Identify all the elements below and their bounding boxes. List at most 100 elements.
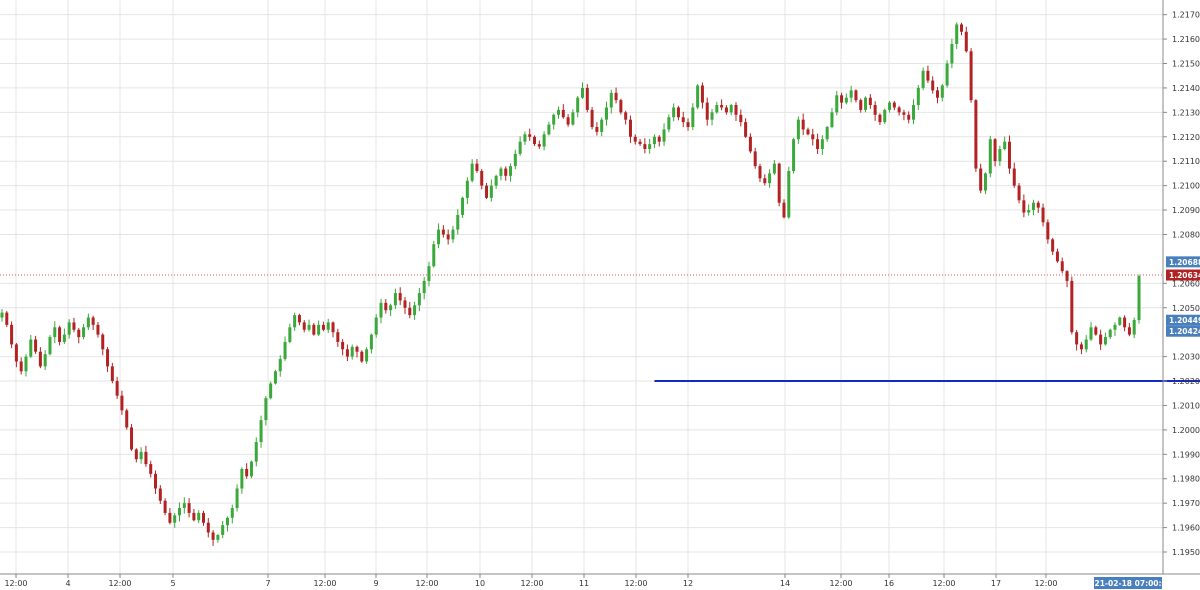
candle-body bbox=[125, 410, 129, 428]
candle-body bbox=[480, 170, 484, 186]
candle bbox=[427, 261, 431, 287]
candle-body bbox=[307, 324, 311, 330]
candle bbox=[480, 168, 484, 190]
candle-body bbox=[940, 85, 944, 98]
y-tick-label: 1.20300 bbox=[1172, 353, 1200, 362]
y-tick-label: 1.21700 bbox=[1172, 11, 1200, 20]
candle-body bbox=[868, 97, 872, 106]
candle bbox=[1070, 276, 1074, 335]
candle bbox=[293, 312, 297, 331]
candle-body bbox=[729, 105, 733, 113]
candle-body bbox=[374, 317, 378, 335]
candle bbox=[921, 67, 925, 91]
candle bbox=[149, 460, 153, 478]
candle-body bbox=[1118, 317, 1122, 325]
candle-body bbox=[485, 185, 489, 198]
candle bbox=[240, 467, 244, 494]
candle bbox=[662, 123, 666, 146]
x-tick-label: 12:00 bbox=[829, 579, 852, 588]
candle-body bbox=[283, 341, 287, 360]
candle bbox=[259, 415, 263, 448]
x-tick-label: 11 bbox=[579, 579, 589, 588]
candle-body bbox=[461, 197, 465, 215]
candle-body bbox=[724, 107, 728, 113]
candle bbox=[1046, 219, 1050, 244]
candle bbox=[139, 447, 143, 464]
candle bbox=[1060, 257, 1064, 274]
candle bbox=[796, 116, 800, 144]
candle-body bbox=[345, 349, 349, 357]
candle bbox=[585, 84, 589, 113]
candle bbox=[835, 90, 839, 116]
candle bbox=[1094, 325, 1098, 336]
candle bbox=[278, 355, 282, 377]
candle-body bbox=[916, 87, 920, 106]
candle-body bbox=[878, 114, 882, 123]
candle-body bbox=[1108, 329, 1112, 338]
candle-body bbox=[413, 305, 417, 316]
candle bbox=[269, 381, 273, 400]
x-tick-label: 5 bbox=[170, 579, 175, 588]
candle bbox=[600, 117, 604, 137]
candle bbox=[106, 347, 110, 373]
candle-body bbox=[993, 139, 997, 162]
candle-body bbox=[249, 461, 253, 477]
candle-body bbox=[1031, 202, 1035, 211]
candle-body bbox=[470, 163, 474, 181]
candle bbox=[902, 109, 906, 121]
candle bbox=[451, 225, 455, 243]
candle-body bbox=[225, 517, 229, 526]
candle-body bbox=[734, 105, 738, 115]
candle-body bbox=[19, 361, 23, 372]
candle bbox=[571, 109, 575, 126]
candle-body bbox=[657, 136, 661, 142]
candle bbox=[120, 390, 124, 415]
candle bbox=[379, 298, 383, 324]
candle bbox=[475, 159, 479, 173]
candle-body bbox=[1123, 317, 1127, 328]
candle-body bbox=[1137, 276, 1141, 320]
candle bbox=[168, 507, 172, 525]
candle bbox=[523, 131, 527, 145]
candle bbox=[825, 125, 829, 142]
candle-body bbox=[710, 112, 714, 120]
x-tick-label: 12:00 bbox=[4, 579, 27, 588]
candle-body bbox=[355, 346, 359, 352]
candle bbox=[633, 134, 637, 145]
candle bbox=[739, 109, 743, 127]
candle-body bbox=[149, 464, 153, 474]
y-tick-label: 1.20900 bbox=[1172, 206, 1200, 215]
candle-body bbox=[628, 119, 632, 137]
candle-body bbox=[192, 512, 196, 521]
candle-body bbox=[959, 24, 963, 32]
candle-body bbox=[931, 80, 935, 91]
candle bbox=[643, 138, 647, 154]
candle-body bbox=[331, 322, 335, 333]
candle-body bbox=[744, 122, 748, 137]
candle bbox=[489, 179, 493, 202]
candle-body bbox=[58, 327, 62, 342]
candle bbox=[360, 350, 364, 363]
candle bbox=[614, 87, 618, 104]
candle bbox=[652, 134, 656, 149]
candle-body bbox=[772, 163, 776, 174]
candle-body bbox=[139, 451, 143, 460]
candle bbox=[648, 138, 652, 154]
candle-body bbox=[115, 381, 119, 396]
candle bbox=[441, 225, 445, 238]
candle-body bbox=[417, 293, 421, 306]
candle bbox=[945, 60, 949, 88]
y-tick-label: 1.19800 bbox=[1172, 475, 1200, 484]
candle-body bbox=[1099, 334, 1103, 345]
candle bbox=[993, 138, 997, 167]
candle bbox=[355, 345, 359, 358]
candle bbox=[811, 128, 815, 146]
candle-body bbox=[101, 334, 105, 350]
candle-body bbox=[312, 324, 316, 335]
candle-body bbox=[1084, 339, 1088, 350]
candle-body bbox=[686, 122, 690, 128]
candle-body bbox=[1065, 271, 1069, 281]
candle-body bbox=[62, 334, 66, 342]
